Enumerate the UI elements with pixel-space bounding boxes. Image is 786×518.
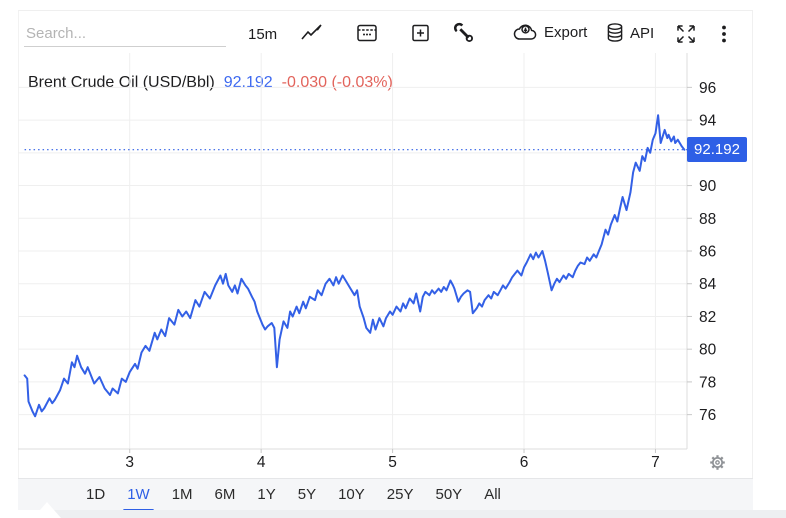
chart-panel <box>18 10 753 510</box>
svg-text:88: 88 <box>699 211 716 228</box>
timeframe-5y[interactable]: 5Y <box>297 486 317 503</box>
price-change: -0.030 (-0.03%) <box>281 74 393 91</box>
export-label: Export <box>544 24 588 41</box>
timeframe-all[interactable]: All <box>484 486 501 503</box>
svg-text:4: 4 <box>257 454 266 471</box>
export-button[interactable]: Export <box>512 22 587 43</box>
svg-text:94: 94 <box>699 113 717 130</box>
interval-button[interactable]: 15m <box>248 26 278 43</box>
timeframe-50y[interactable]: 50Y <box>435 486 463 503</box>
svg-text:5: 5 <box>388 454 397 471</box>
last-price: 92.192 <box>223 74 273 91</box>
add-indicator-icon[interactable] <box>410 22 432 44</box>
bottom-notch <box>33 502 61 518</box>
svg-text:78: 78 <box>699 374 716 391</box>
svg-text:3: 3 <box>125 454 134 471</box>
svg-text:86: 86 <box>699 244 716 261</box>
svg-text:84: 84 <box>699 276 717 293</box>
page-bottom-strip <box>40 510 786 518</box>
search-input[interactable] <box>24 20 226 47</box>
svg-text:6: 6 <box>520 454 529 471</box>
svg-text:76: 76 <box>699 407 716 424</box>
toolbar: 15m <box>0 0 786 47</box>
svg-text:96: 96 <box>699 80 716 97</box>
calendar-icon[interactable] <box>355 21 379 45</box>
svg-text:82: 82 <box>699 309 716 326</box>
timeframe-bar: 1D 1W 1M 6M 1Y 5Y 10Y 25Y 50Y All <box>18 478 753 512</box>
tools-wrench-icon[interactable] <box>452 21 476 45</box>
timeframe-1w[interactable]: 1W <box>123 486 154 512</box>
svg-text:90: 90 <box>699 178 717 195</box>
database-icon <box>607 23 623 42</box>
api-label: API <box>630 24 655 42</box>
last-price-axis-badge: 92.192 <box>687 137 747 162</box>
kebab-menu-icon[interactable] <box>717 23 731 45</box>
api-button[interactable]: API <box>605 22 654 44</box>
svg-text:7: 7 <box>651 454 660 471</box>
instrument-header: Brent Crude Oil (USD/Bbl) 92.192 -0.030 … <box>28 74 393 92</box>
timeframe-1m[interactable]: 1M <box>171 486 193 503</box>
timeframe-6m[interactable]: 6M <box>214 486 236 503</box>
timeframe-1y[interactable]: 1Y <box>257 486 276 503</box>
export-cloud-icon <box>513 24 537 40</box>
timeframe-10y[interactable]: 10Y <box>338 486 365 503</box>
instrument-title: Brent Crude Oil (USD/Bbl) <box>28 74 215 91</box>
fullscreen-icon[interactable] <box>675 23 697 45</box>
line-chart-icon[interactable] <box>300 23 324 43</box>
settings-gear-icon[interactable] <box>708 453 727 472</box>
timeframe-25y[interactable]: 25Y <box>386 486 414 503</box>
chart-canvas[interactable]: 76 78 80 82 84 86 88 90 94 96 3 4 5 6 7 <box>18 53 753 478</box>
svg-text:80: 80 <box>699 342 717 359</box>
timeframe-1d[interactable]: 1D <box>86 486 106 503</box>
